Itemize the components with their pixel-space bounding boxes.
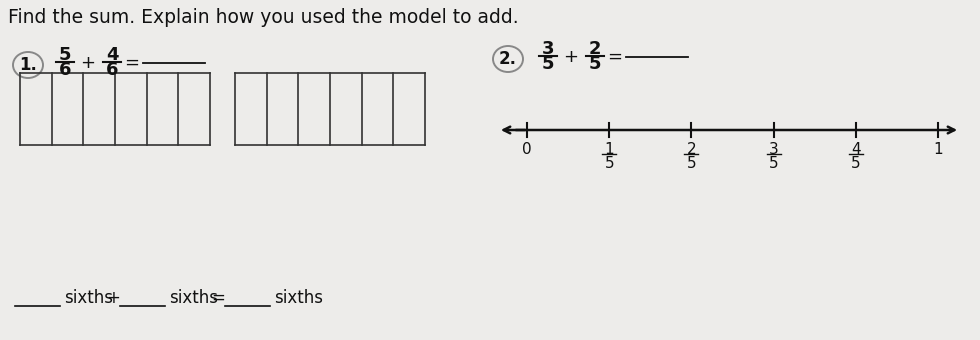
Text: +: + (106, 289, 120, 307)
Text: 4: 4 (851, 142, 860, 157)
Text: 5: 5 (589, 55, 602, 73)
Text: 4: 4 (106, 46, 119, 64)
Text: 2: 2 (589, 40, 602, 58)
Text: Find the sum. Explain how you used the model to add.: Find the sum. Explain how you used the m… (8, 8, 518, 27)
Text: 5: 5 (59, 46, 72, 64)
Text: sixths: sixths (274, 289, 323, 307)
Text: 5: 5 (768, 156, 778, 171)
Text: 5: 5 (851, 156, 860, 171)
Text: sixths: sixths (169, 289, 218, 307)
Text: 2.: 2. (499, 50, 517, 68)
Text: 6: 6 (59, 61, 72, 79)
Text: 2: 2 (687, 142, 696, 157)
Text: 5: 5 (605, 156, 614, 171)
Text: +: + (80, 54, 95, 72)
Text: =: = (211, 289, 224, 307)
Text: 6: 6 (106, 61, 119, 79)
Text: 3: 3 (768, 142, 778, 157)
Text: =: = (124, 54, 139, 72)
Text: =: = (608, 48, 622, 66)
Text: 1: 1 (605, 142, 614, 157)
Text: 0: 0 (522, 142, 532, 157)
Text: 5: 5 (542, 55, 555, 73)
Text: 5: 5 (687, 156, 696, 171)
Text: sixths: sixths (64, 289, 113, 307)
Text: 1.: 1. (19, 56, 37, 74)
Text: 3: 3 (542, 40, 555, 58)
Text: +: + (564, 48, 578, 66)
Text: 1: 1 (933, 142, 943, 157)
